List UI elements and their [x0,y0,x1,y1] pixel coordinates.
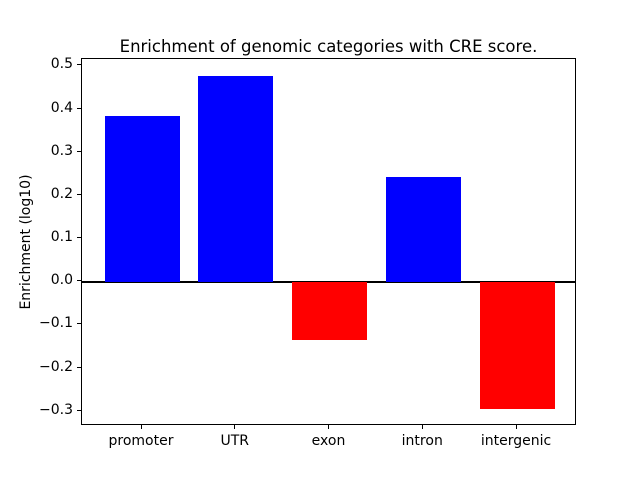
y-tick-mark [77,193,81,195]
y-tick-mark [77,150,81,152]
bar-UTR [198,75,274,282]
x-tick-mark [421,425,423,429]
y-tick-mark [77,107,81,109]
y-tick-label: 0.0 [50,272,73,289]
bar-exon [292,281,367,340]
y-tick-label: 0.5 [50,56,73,73]
y-tick-label: 0.4 [50,99,73,116]
chart-title: Enrichment of genomic categories with CR… [119,37,538,56]
x-tick-mark [328,425,329,429]
bar-promoter [104,115,180,282]
y-tick-mark [77,409,81,411]
bar-intergenic [479,281,555,410]
y-tick-label: 0.1 [50,229,73,246]
x-tick-label-UTR: UTR [220,433,250,449]
x-tick-label-promoter: promoter [108,433,174,449]
y-tick-mark [77,280,81,282]
y-tick-label: −0.1 [39,315,73,332]
y-tick-label: 0.2 [50,185,73,202]
y-tick-mark [77,237,81,239]
y-tick-mark [77,64,81,66]
y-tick-label: 0.3 [50,142,73,159]
x-tick-mark [234,425,236,429]
y-tick-label: −0.2 [39,358,73,375]
x-tick-mark [515,425,517,429]
plot-area [81,58,576,425]
x-tick-label-intergenic: intergenic [480,433,552,449]
y-tick-mark [77,366,81,368]
x-tick-label-exon: exon [311,433,346,449]
y-tick-mark [77,323,81,325]
y-axis-label: Enrichment (log10) [18,174,34,310]
x-tick-mark [140,425,142,429]
x-tick-label-intron: intron [401,433,443,449]
y-tick-label: −0.3 [39,401,73,418]
bar-intron [385,177,461,282]
